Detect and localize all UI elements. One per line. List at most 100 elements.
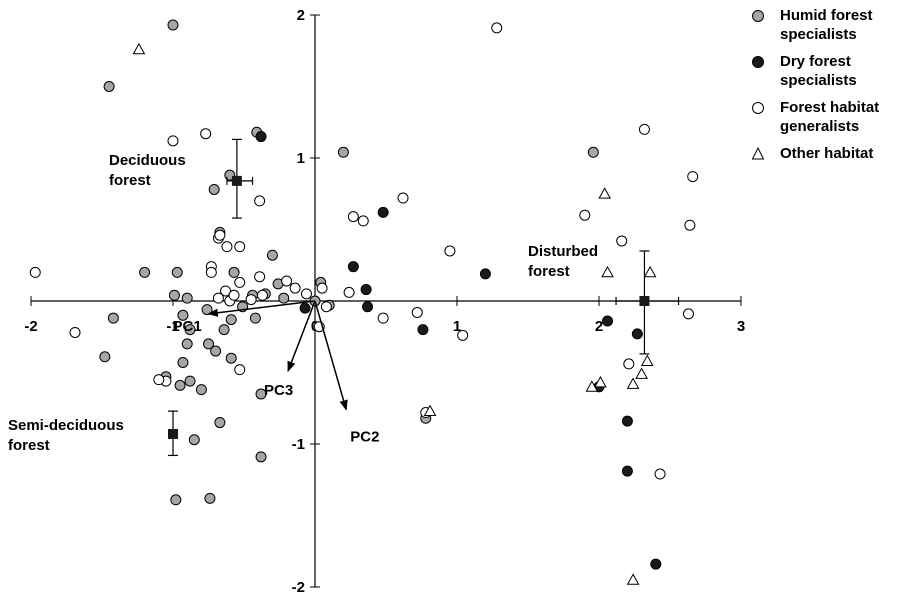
legend-label-line1: Forest habitat xyxy=(780,99,880,116)
circle-point xyxy=(177,356,189,368)
circle-point xyxy=(300,288,312,300)
group-label: Disturbed forest xyxy=(528,243,598,280)
circle-point xyxy=(254,195,266,207)
circle-point xyxy=(139,266,151,278)
y-tick-label: 2 xyxy=(297,7,305,24)
circle-point xyxy=(491,22,503,34)
circle-point xyxy=(347,261,359,273)
circle-point xyxy=(214,417,226,429)
x-tick-label: -2 xyxy=(24,318,37,335)
circle-point xyxy=(228,266,240,278)
circle-point xyxy=(255,131,267,143)
circle-point xyxy=(69,326,81,338)
circle-point xyxy=(221,241,233,253)
circle-point xyxy=(245,294,257,306)
pc-vectors: PC1 PC2 PC3 xyxy=(173,300,379,446)
triangle-point xyxy=(635,367,648,379)
centroid-marker xyxy=(231,175,242,186)
circle-point xyxy=(684,219,696,231)
circle-point xyxy=(278,292,290,304)
circle-point xyxy=(225,314,237,326)
x-tick-label: -1 xyxy=(166,318,179,335)
circle-point xyxy=(479,268,491,280)
triangle-point xyxy=(640,354,654,366)
circle-point xyxy=(289,282,301,294)
pc-vector-label: PC2 xyxy=(350,429,379,446)
pc-vector-label: PC3 xyxy=(264,382,293,399)
circle-point xyxy=(249,312,261,324)
y-tick-label: 1 xyxy=(297,150,305,167)
circle-point xyxy=(255,451,267,463)
pc-vector-label: PC1 xyxy=(173,318,202,335)
circle-point xyxy=(184,324,196,336)
circle-point xyxy=(205,266,217,278)
circle-point xyxy=(682,308,694,320)
circle-point xyxy=(170,494,182,506)
circle-point xyxy=(377,206,389,218)
circle-point xyxy=(256,289,268,301)
pc-vector-arrow xyxy=(314,300,348,411)
triangle-point xyxy=(643,265,657,278)
circle-point xyxy=(621,415,633,427)
triangle-point xyxy=(598,187,612,199)
circle-point xyxy=(320,301,332,313)
triangle-point xyxy=(585,380,599,392)
circle-point xyxy=(107,312,119,324)
circle-point xyxy=(188,434,200,446)
circle-point xyxy=(171,266,183,278)
circle-point xyxy=(687,171,699,183)
circle-point xyxy=(347,211,359,223)
circle-point xyxy=(444,245,456,257)
open-circle-icon xyxy=(752,102,764,114)
circle-point xyxy=(457,329,469,341)
circle-point xyxy=(281,275,293,287)
circle-point xyxy=(602,315,614,327)
group-centroids xyxy=(168,138,680,457)
circle-point xyxy=(177,309,189,321)
legend-label-line2: specialists xyxy=(780,26,857,43)
circle-point xyxy=(210,345,222,357)
circle-point xyxy=(254,271,266,283)
x-tick-label: 3 xyxy=(737,318,745,335)
circle-point xyxy=(654,468,666,480)
legend-label-line1: Other habitat xyxy=(780,145,874,162)
circle-point xyxy=(29,266,41,278)
legend-label-line1: Dry forest xyxy=(780,53,851,70)
circle-point xyxy=(203,338,214,350)
circle-point xyxy=(228,289,240,301)
circle-point xyxy=(181,338,193,350)
circle-point xyxy=(579,209,591,221)
circle-point xyxy=(631,328,643,340)
circle-point xyxy=(204,492,216,504)
circle-point xyxy=(234,364,246,376)
circle-point xyxy=(103,81,115,92)
circle-point xyxy=(225,352,237,364)
y-tick-label: -1 xyxy=(292,436,305,453)
legend-item-other: Other habitat xyxy=(750,144,904,163)
triangle-point xyxy=(601,265,614,278)
legend-item-dry: Dry forest specialists xyxy=(750,52,904,90)
legend-label-line2: specialists xyxy=(780,72,857,89)
circle-point xyxy=(208,183,220,195)
circle-point xyxy=(99,351,111,363)
tick-labels: -2-1012321-1-2 xyxy=(24,7,745,596)
centroid-marker xyxy=(639,296,650,306)
x-tick-label: 1 xyxy=(453,318,461,335)
circle-point xyxy=(638,123,650,135)
circle-point xyxy=(212,292,224,304)
circle-point xyxy=(167,135,179,147)
open-triangle-icon xyxy=(752,147,765,160)
legend: Humid forest specialists Dry forest spec… xyxy=(750,6,904,171)
circle-point xyxy=(234,241,246,253)
group-labels: Deciduous forest Disturbed forest Semi-decid… xyxy=(8,152,598,454)
circle-point xyxy=(218,324,230,336)
circle-point xyxy=(184,375,196,387)
circle-point xyxy=(411,306,423,318)
circle-point xyxy=(417,324,429,336)
circle-point xyxy=(616,235,628,247)
legend-label-line2: generalists xyxy=(780,118,860,135)
circle-point xyxy=(316,282,328,294)
grey-circle-icon xyxy=(752,10,764,22)
circle-point xyxy=(397,192,409,204)
